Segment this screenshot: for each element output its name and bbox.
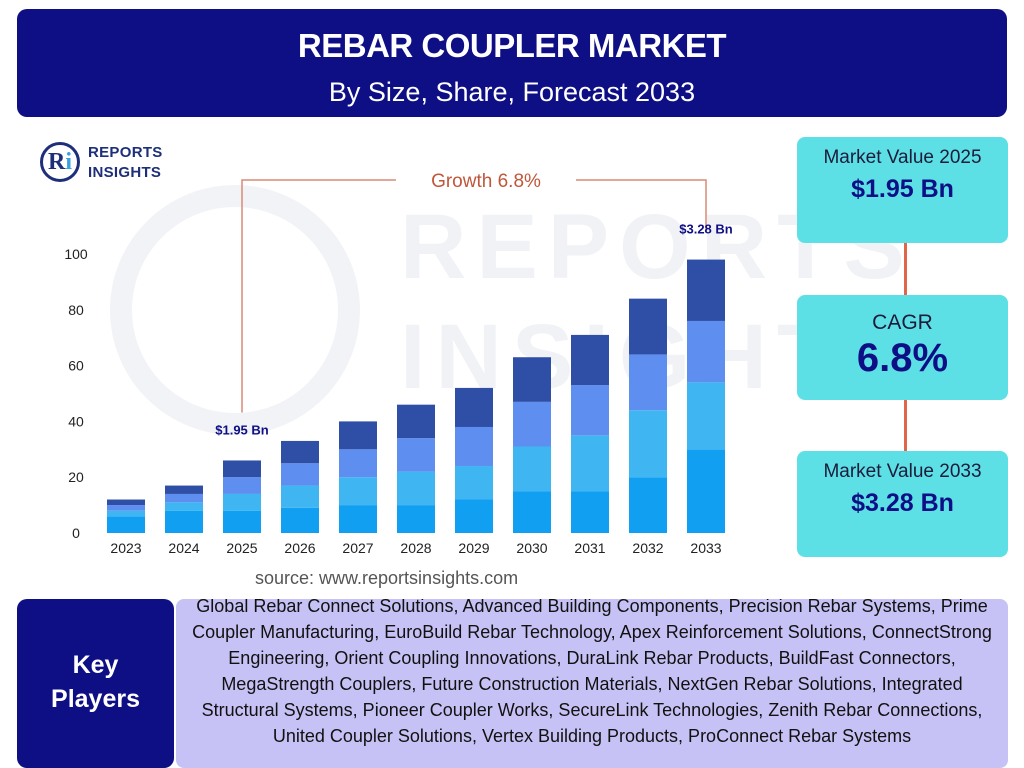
bar-segment <box>455 466 493 500</box>
bar-segment <box>339 421 377 450</box>
cagr-card: CAGR 6.8% <box>797 295 1008 400</box>
x-tick-label: 2024 <box>168 540 199 556</box>
bar-segment <box>687 449 725 533</box>
bar-segment <box>629 477 667 533</box>
bar-segment <box>397 404 435 439</box>
x-tick-label: 2028 <box>400 540 431 556</box>
y-tick-label: 0 <box>72 525 80 541</box>
bar-segment <box>571 385 609 436</box>
key-players-list: Global Rebar Connect Solutions, Advanced… <box>192 599 992 746</box>
bar-segment <box>397 438 435 472</box>
bar-value-label: $1.95 Bn <box>215 422 269 437</box>
key-players-heading-box: Key Players <box>17 599 174 768</box>
bar-segment <box>513 446 551 492</box>
bar-segment <box>455 499 493 533</box>
bar-segment <box>513 357 551 402</box>
logo-line2: INSIGHTS <box>88 164 162 181</box>
source-note: source: www.reportsinsights.com <box>255 568 519 588</box>
growth-label: Growth 6.8% <box>431 171 541 192</box>
bar-segment <box>165 510 203 533</box>
bar-segment <box>339 477 377 506</box>
logo-mark-icon: Ri <box>40 142 80 182</box>
x-tick-label: 2030 <box>516 540 547 556</box>
bar-segment <box>281 485 319 508</box>
x-tick-label: 2029 <box>458 540 489 556</box>
y-tick-label: 60 <box>68 358 84 374</box>
bar-segment <box>571 435 609 492</box>
bar-segment <box>339 449 377 478</box>
x-tick-label: 2032 <box>632 540 663 556</box>
page-subtitle: By Size, Share, Forecast 2033 <box>328 77 696 107</box>
logo-line1: REPORTS <box>88 144 163 161</box>
bar-segment <box>513 491 551 533</box>
x-tick-label: 2025 <box>226 540 257 556</box>
bar-segment <box>687 320 725 383</box>
bar-segment <box>339 505 377 533</box>
x-tick-label: 2031 <box>574 540 605 556</box>
bar-segment <box>107 516 145 533</box>
bar-series-group <box>107 259 725 533</box>
bar-segment <box>223 477 261 494</box>
bar-segment <box>107 510 145 517</box>
cagr-label: CAGR <box>872 311 933 334</box>
y-tick-label: 20 <box>68 469 84 485</box>
bar-segment <box>223 510 261 533</box>
market-value-2033-label: Market Value 2033 <box>823 461 982 482</box>
bar-segment <box>107 499 145 506</box>
title-banner: REBAR COUPLER MARKET By Size, Share, For… <box>17 9 1007 117</box>
growth-bracket-line <box>576 179 707 230</box>
y-tick-label: 100 <box>64 246 88 262</box>
x-tick-label: 2033 <box>690 540 721 556</box>
bar-segment <box>397 505 435 533</box>
connector-line-top <box>904 243 907 295</box>
growth-annotation: Growth 6.8% <box>241 171 707 413</box>
bar-segment <box>397 471 435 506</box>
page-title: REBAR COUPLER MARKET <box>297 27 727 64</box>
bar-segment <box>281 440 319 464</box>
key-players-list-box: Global Rebar Connect Solutions, Advanced… <box>176 599 1008 768</box>
x-tick-label: 2026 <box>284 540 315 556</box>
bar-segment <box>165 485 203 494</box>
key-players-heading-line1: Key <box>72 651 119 679</box>
market-value-2025-label: Market Value 2025 <box>823 147 982 168</box>
y-tick-label: 80 <box>68 302 84 318</box>
bar-segment <box>571 334 609 386</box>
bar-segment <box>455 426 493 467</box>
bar-segment <box>165 502 203 511</box>
bar-segment <box>687 259 725 321</box>
connector-line-bottom <box>904 400 907 451</box>
x-tick-label: 2027 <box>342 540 373 556</box>
x-tick-label: 2023 <box>110 540 141 556</box>
bar-segment <box>687 382 725 450</box>
bar-segment <box>629 354 667 411</box>
bar-segment <box>571 491 609 533</box>
bar-segment <box>223 460 261 478</box>
market-value-2033-value: $3.28 Bn <box>851 489 954 517</box>
value-annotations: $1.95 Bn $3.28 Bn <box>215 222 733 438</box>
bar-segment <box>107 505 145 511</box>
cagr-value: 6.8% <box>856 336 949 380</box>
market-value-2025-card: Market Value 2025 $1.95 Bn <box>797 137 1008 243</box>
bar-segment <box>455 387 493 427</box>
market-value-2033-card: Market Value 2033 $3.28 Bn <box>797 451 1008 557</box>
bar-segment <box>165 493 203 503</box>
market-value-2025-value: $1.95 Bn <box>851 175 954 203</box>
bar-segment <box>629 298 667 355</box>
growth-bracket-line <box>241 179 396 413</box>
key-players-heading-line2: Players <box>51 685 140 713</box>
bar-segment <box>223 493 261 511</box>
company-logo: Ri REPORTS INSIGHTS <box>40 142 180 186</box>
bar-value-label: $3.28 Bn <box>679 222 733 237</box>
bar-segment <box>281 463 319 486</box>
bar-segment <box>629 410 667 478</box>
y-axis: 0 20 40 60 80 100 <box>64 246 88 541</box>
bar-segment <box>281 507 319 533</box>
y-tick-label: 40 <box>68 413 84 429</box>
bar-segment <box>513 401 551 447</box>
x-axis: 2023 2024 2025 2026 2027 2028 2029 2030 2031 2032… <box>110 540 721 556</box>
